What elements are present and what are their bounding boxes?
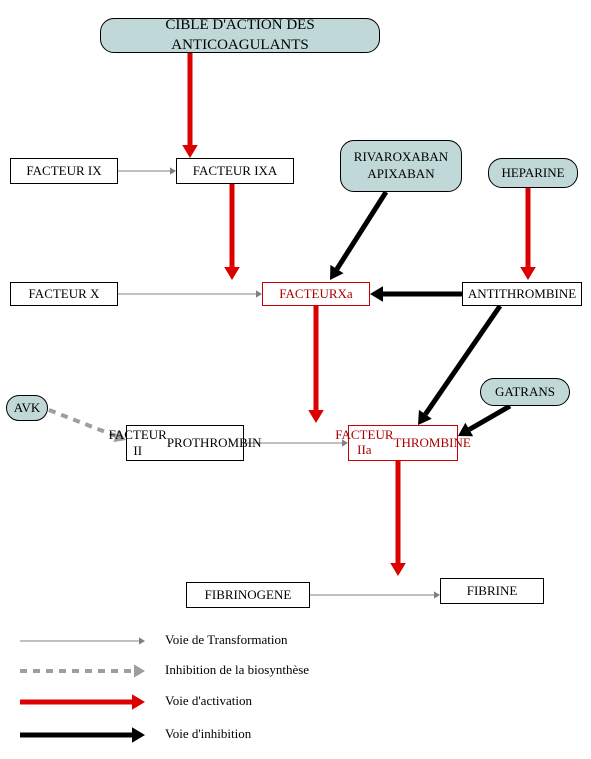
- node-facteur_ixa: FACTEUR IXA: [176, 158, 294, 184]
- node-riva_apix: RIVAROXABANAPIXABAN: [340, 140, 462, 192]
- legend-label-0: Voie de Transformation: [165, 632, 288, 648]
- node-facteur_x: FACTEUR X: [10, 282, 118, 306]
- node-heparine: HEPARINE: [488, 158, 578, 188]
- node-antithrombine: ANTITHROMBINE: [462, 282, 582, 306]
- node-facteur_iia: FACTEUR IIaTHROMBINE: [348, 425, 458, 461]
- node-avk: AVK: [6, 395, 48, 421]
- legend-label-1: Inhibition de la biosynthèse: [165, 662, 309, 678]
- legend-label-3: Voie d'inhibition: [165, 726, 251, 742]
- node-fibrine: FIBRINE: [440, 578, 544, 604]
- legend-label-2: Voie d'activation: [165, 693, 252, 709]
- node-facteur_ix: FACTEUR IX: [10, 158, 118, 184]
- diagram-canvas: CIBLE D'ACTION DES ANTICOAGULANTS FACTEUR…: [0, 0, 591, 759]
- node-gatrans: GATRANS: [480, 378, 570, 406]
- node-fibrinogene: FIBRINOGENE: [186, 582, 310, 608]
- node-title: CIBLE D'ACTION DES ANTICOAGULANTS: [100, 18, 380, 53]
- node-facteur_ii: FACTEUR IIPROTHROMBIN: [126, 425, 244, 461]
- node-facteur_xa: FACTEURXa: [262, 282, 370, 306]
